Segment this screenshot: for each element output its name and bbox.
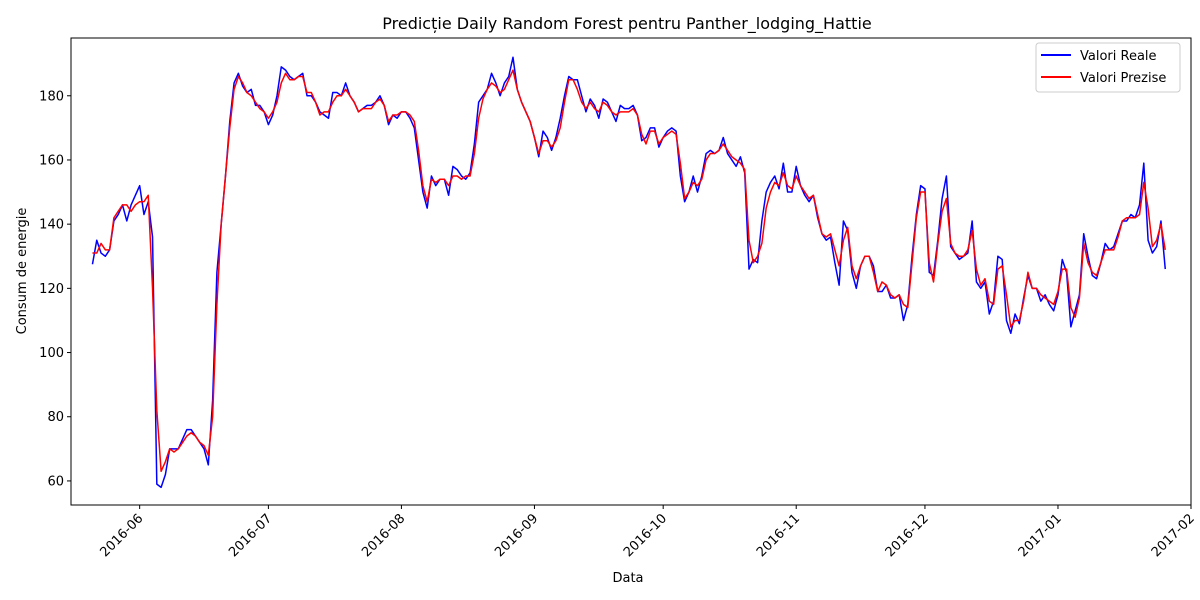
x-tick-label: 2016-10 xyxy=(621,511,670,560)
series-line-valori-prezise xyxy=(92,69,1166,473)
series-line-valori-reale xyxy=(91,56,1166,489)
x-tick-label: 2016-08 xyxy=(359,511,408,560)
legend-label-valori-prezise: Valori Prezise xyxy=(1080,71,1166,86)
y-tick-label: 120 xyxy=(39,282,64,297)
x-tick-label: 2016-07 xyxy=(226,511,275,560)
y-tick-label: 100 xyxy=(39,346,64,361)
y-tick-label: 140 xyxy=(39,218,64,233)
plot-frame xyxy=(70,37,1192,506)
y-tick-label: 60 xyxy=(47,474,64,489)
legend-label-valori-reale: Valori Reale xyxy=(1080,49,1157,64)
y-tick-label: 180 xyxy=(39,89,64,104)
x-tick-label: 2016-11 xyxy=(754,511,803,560)
legend-box xyxy=(1035,42,1181,93)
x-axis-label: Data xyxy=(612,571,643,586)
y-axis-label: Consum de energie xyxy=(15,208,30,335)
x-axis: 2016-06 2016-07 2016-08 2016-09 2016-10 2016-… xyxy=(97,505,1198,560)
x-tick-label: 2016-12 xyxy=(883,511,932,560)
y-tick-label: 80 xyxy=(47,410,64,425)
y-axis: 60 80 100 120 140 160 180 xyxy=(39,89,71,489)
series-layer xyxy=(91,56,1166,489)
x-tick-label: 2016-09 xyxy=(492,511,541,560)
x-tick-label: 2017-01 xyxy=(1016,511,1065,560)
legend: Valori Reale Valori Prezise xyxy=(1035,42,1181,93)
x-tick-label: 2016-06 xyxy=(97,511,146,560)
y-tick-label: 160 xyxy=(39,153,64,168)
x-tick-label: 2017-02 xyxy=(1149,511,1198,560)
chart-title: Predicție Daily Random Forest pentru Pan… xyxy=(382,14,871,34)
